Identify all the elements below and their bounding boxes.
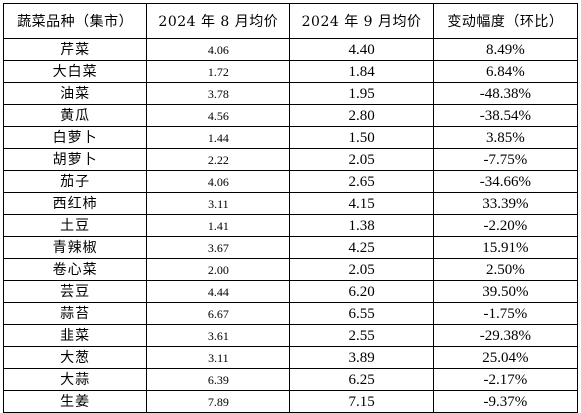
vegetable-name-cell: 土豆 — [2, 214, 148, 237]
vegetable-name-cell: 芸豆 — [2, 280, 148, 303]
table-row: 西红柿 3.11 4.15 33.39% — [2, 192, 579, 215]
august-price-cell: 3.78 — [146, 82, 291, 105]
change-percent-cell: 15.91% — [432, 236, 579, 259]
change-percent-cell: -48.38% — [432, 82, 579, 105]
table-row: 韭菜 3.61 2.55 -29.38% — [2, 324, 579, 347]
change-percent-cell: 33.39% — [432, 192, 579, 215]
vegetable-name-cell: 茄子 — [2, 170, 148, 193]
august-price-cell: 4.06 — [146, 38, 291, 61]
september-price-cell: 6.25 — [289, 368, 434, 391]
table-row: 生姜 7.89 7.15 -9.37% — [2, 390, 579, 413]
change-percent-cell: 2.50% — [432, 258, 579, 281]
september-price-cell: 4.40 — [289, 38, 434, 61]
august-price-cell: 3.67 — [146, 236, 291, 259]
september-price-cell: 2.80 — [289, 104, 434, 127]
august-price-cell: 6.67 — [146, 302, 291, 325]
september-price-cell: 4.15 — [289, 192, 434, 215]
change-percent-cell: 6.84% — [432, 60, 579, 83]
vegetable-name-cell: 大蒜 — [2, 368, 148, 391]
change-percent-cell: 3.85% — [432, 126, 579, 149]
vegetable-name-cell: 大葱 — [2, 346, 148, 369]
vegetable-name-cell: 蒜苔 — [2, 302, 148, 325]
table-row: 茄子 4.06 2.65 -34.66% — [2, 170, 579, 193]
table-row: 蒜苔 6.67 6.55 -1.75% — [2, 302, 579, 325]
september-price-cell: 4.25 — [289, 236, 434, 259]
header-august-average-price: 2024 年 8 月均价 — [146, 3, 291, 39]
change-percent-cell: -29.38% — [432, 324, 579, 347]
vegetable-price-table: 蔬菜品种（集市） 2024 年 8 月均价 2024 年 9 月均价 变动幅度（… — [2, 3, 579, 413]
august-price-cell: 2.22 — [146, 148, 291, 171]
change-percent-cell: 39.50% — [432, 280, 579, 303]
august-price-cell: 1.41 — [146, 214, 291, 237]
vegetable-name-cell: 白萝卜 — [2, 126, 148, 149]
header-september-average-price: 2024 年 9 月均价 — [289, 3, 434, 39]
september-price-cell: 2.05 — [289, 258, 434, 281]
september-price-cell: 1.84 — [289, 60, 434, 83]
august-price-cell: 3.11 — [146, 192, 291, 215]
september-price-cell: 7.15 — [289, 390, 434, 413]
change-percent-cell: -34.66% — [432, 170, 579, 193]
august-price-cell: 4.06 — [146, 170, 291, 193]
header-vegetable-variety: 蔬菜品种（集市） — [2, 3, 148, 39]
change-percent-cell: -38.54% — [432, 104, 579, 127]
vegetable-name-cell: 芹菜 — [2, 38, 148, 61]
vegetable-name-cell: 韭菜 — [2, 324, 148, 347]
table-row: 白萝卜 1.44 1.50 3.85% — [2, 126, 579, 149]
table-row: 胡萝卜 2.22 2.05 -7.75% — [2, 148, 579, 171]
september-price-cell: 3.89 — [289, 346, 434, 369]
table-row: 青辣椒 3.67 4.25 15.91% — [2, 236, 579, 259]
table-row: 芹菜 4.06 4.40 8.49% — [2, 38, 579, 61]
august-price-cell: 3.61 — [146, 324, 291, 347]
change-percent-cell: -7.75% — [432, 148, 579, 171]
august-price-cell: 3.11 — [146, 346, 291, 369]
change-percent-cell: 8.49% — [432, 38, 579, 61]
august-price-cell: 6.39 — [146, 368, 291, 391]
change-percent-cell: -9.37% — [432, 390, 579, 413]
change-percent-cell: -1.75% — [432, 302, 579, 325]
vegetable-name-cell: 胡萝卜 — [2, 148, 148, 171]
august-price-cell: 4.44 — [146, 280, 291, 303]
table-row: 卷心菜 2.00 2.05 2.50% — [2, 258, 579, 281]
september-price-cell: 2.65 — [289, 170, 434, 193]
vegetable-name-cell: 生姜 — [2, 390, 148, 413]
august-price-cell: 7.89 — [146, 390, 291, 413]
vegetable-name-cell: 卷心菜 — [2, 258, 148, 281]
table-row: 土豆 1.41 1.38 -2.20% — [2, 214, 579, 237]
table-body: 芹菜 4.06 4.40 8.49% 大白菜 1.72 1.84 6.84% 油菜 3.78 1.9… — [2, 38, 579, 413]
september-price-cell: 6.55 — [289, 302, 434, 325]
september-price-cell: 1.38 — [289, 214, 434, 237]
table-row: 大蒜 6.39 6.25 -2.17% — [2, 368, 579, 391]
september-price-cell: 6.20 — [289, 280, 434, 303]
table-row: 黄瓜 4.56 2.80 -38.54% — [2, 104, 579, 127]
table-row: 大葱 3.11 3.89 25.04% — [2, 346, 579, 369]
august-price-cell: 1.72 — [146, 60, 291, 83]
vegetable-name-cell: 黄瓜 — [2, 104, 148, 127]
august-price-cell: 1.44 — [146, 126, 291, 149]
september-price-cell: 1.50 — [289, 126, 434, 149]
table-row: 油菜 3.78 1.95 -48.38% — [2, 82, 579, 105]
vegetable-name-cell: 西红柿 — [2, 192, 148, 215]
august-price-cell: 2.00 — [146, 258, 291, 281]
table-row: 大白菜 1.72 1.84 6.84% — [2, 60, 579, 83]
change-percent-cell: 25.04% — [432, 346, 579, 369]
september-price-cell: 2.05 — [289, 148, 434, 171]
change-percent-cell: -2.17% — [432, 368, 579, 391]
september-price-cell: 2.55 — [289, 324, 434, 347]
change-percent-cell: -2.20% — [432, 214, 579, 237]
vegetable-name-cell: 青辣椒 — [2, 236, 148, 259]
september-price-cell: 1.95 — [289, 82, 434, 105]
vegetable-name-cell: 大白菜 — [2, 60, 148, 83]
header-month-over-month-change: 变动幅度（环比） — [432, 3, 579, 39]
header-row: 蔬菜品种（集市） 2024 年 8 月均价 2024 年 9 月均价 变动幅度（… — [2, 3, 579, 39]
vegetable-name-cell: 油菜 — [2, 82, 148, 105]
table-header: 蔬菜品种（集市） 2024 年 8 月均价 2024 年 9 月均价 变动幅度（… — [2, 3, 579, 39]
table-row: 芸豆 4.44 6.20 39.50% — [2, 280, 579, 303]
august-price-cell: 4.56 — [146, 104, 291, 127]
